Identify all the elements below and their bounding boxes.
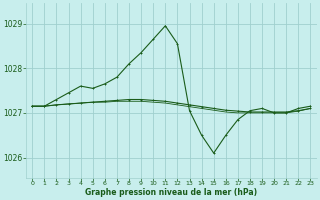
X-axis label: Graphe pression niveau de la mer (hPa): Graphe pression niveau de la mer (hPa)	[85, 188, 257, 197]
